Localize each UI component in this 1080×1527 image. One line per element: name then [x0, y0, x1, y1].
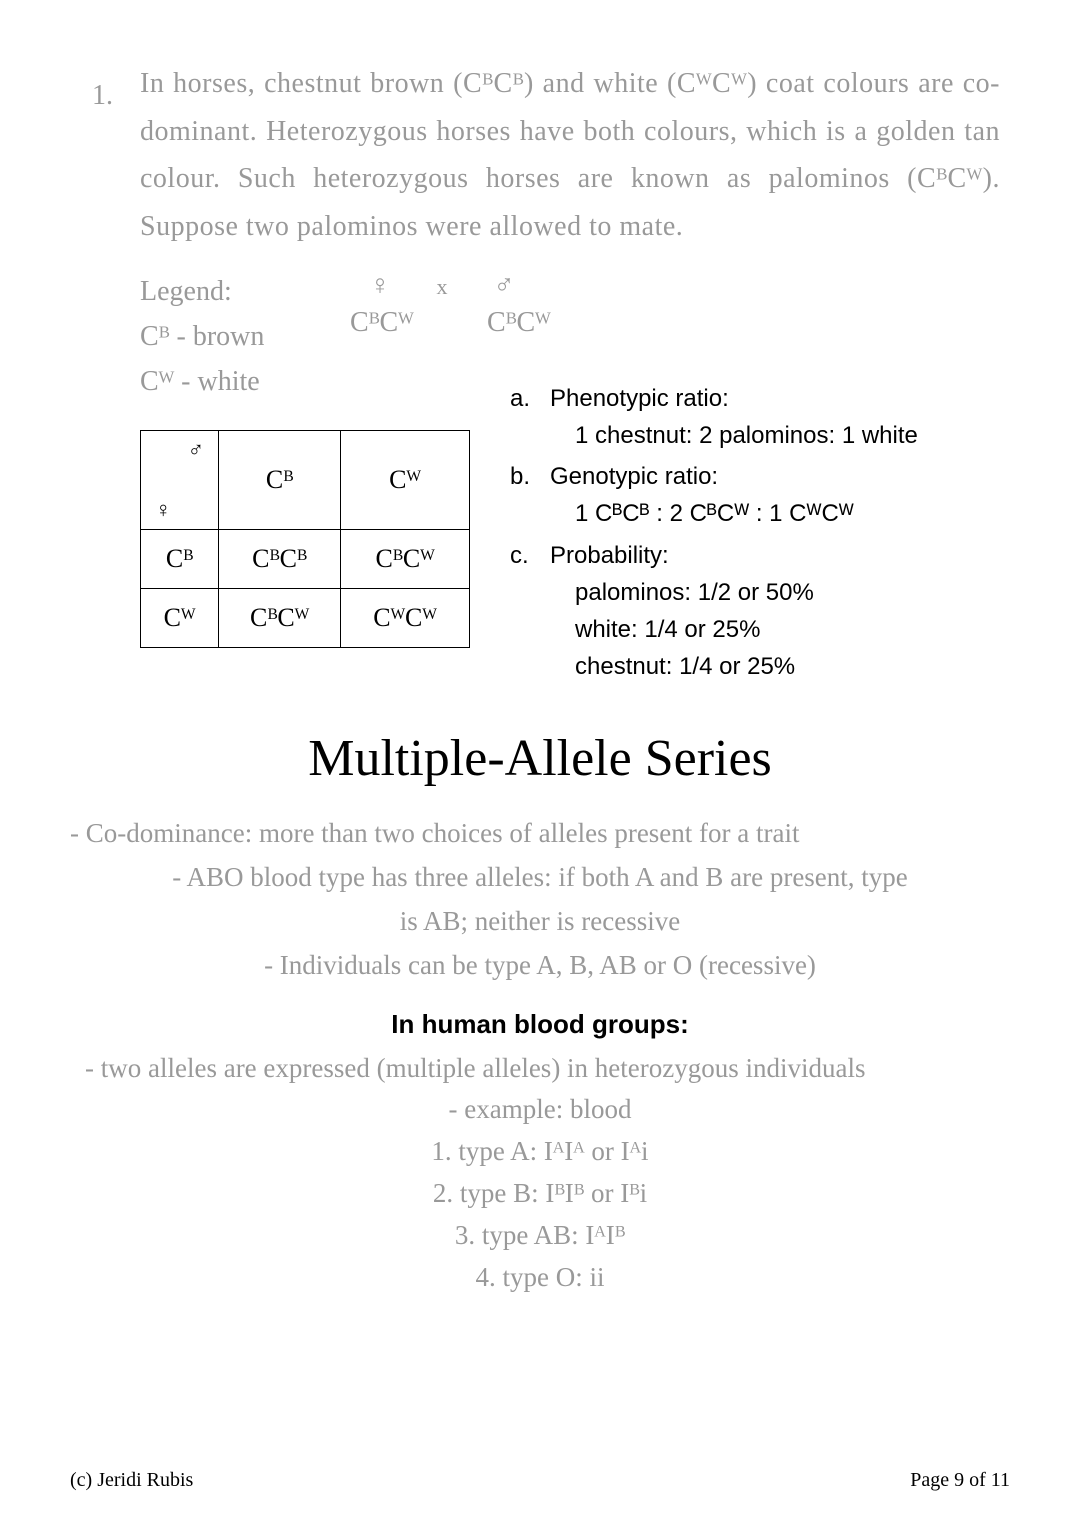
punnett-cell-11: CᴮCᴮ — [219, 529, 341, 588]
punnett-row1-header: Cᴮ — [141, 529, 219, 588]
punnett-corner: ♂ ♀ — [141, 430, 219, 529]
bullet-4: - Individuals can be type A, B, AB or O … — [70, 945, 1010, 987]
answer-a: a. Phenotypic ratio: 1 chestnut: 2 palom… — [510, 380, 918, 454]
corner-male-icon: ♂ — [188, 437, 205, 463]
bullet-block: - Co-dominance: more than two choices of… — [70, 813, 1010, 986]
legend-column: Legend: Cᴮ - brown Cᵂ - white — [140, 270, 350, 404]
answer-c-label: c. — [510, 537, 550, 686]
blood-l4: 2. type B: IᴮIᴮ or Iᴮi — [70, 1173, 1010, 1215]
legend-title: Legend: — [140, 270, 350, 315]
cross-x: x — [417, 274, 467, 300]
punnett-square: ♂ ♀ Cᴮ Cᵂ Cᴮ CᴮCᴮ CᴮCᵂ Cᵂ CᴮCᵂ CᵂCᵂ — [140, 430, 470, 648]
bullet-2: - ABO blood type has three alleles: if b… — [70, 857, 1010, 899]
answer-c-l1: palominos: 1/2 or 50% — [575, 574, 918, 611]
punnett-col2-header: Cᵂ — [341, 430, 470, 529]
blood-l5: 3. type AB: IᴬIᴮ — [70, 1215, 1010, 1257]
mid-section: ♂ ♀ Cᴮ Cᵂ Cᴮ CᴮCᴮ CᴮCᵂ Cᵂ CᴮCᵂ CᵂCᵂ a. P… — [140, 420, 1010, 690]
punnett-cell-22: CᵂCᵂ — [341, 588, 470, 647]
male-genotype: CᴮCᵂ — [487, 307, 617, 339]
cross-genotypes: CᴮCᵂ CᴮCᵂ — [350, 307, 617, 339]
answer-b: b. Genotypic ratio: 1 CᴮCᴮ : 2 CᴮCᵂ : 1 … — [510, 458, 918, 532]
bullet-1: - Co-dominance: more than two choices of… — [70, 813, 1010, 855]
footer-right: Page 9 of 11 — [910, 1469, 1010, 1492]
bullet-3: is AB; neither is recessive — [70, 901, 1010, 943]
subheading: In human blood groups: — [70, 1009, 1010, 1040]
answer-a-line: 1 chestnut: 2 palominos: 1 white — [575, 417, 918, 454]
answer-c-l3: chestnut: 1/4 or 25% — [575, 648, 918, 685]
answer-b-line: 1 CᴮCᴮ : 2 CᴮCᵂ : 1 CᵂCᵂ — [575, 495, 918, 532]
answer-c-title: Probability: — [550, 537, 918, 574]
punnett-col1-header: Cᴮ — [219, 430, 341, 529]
section-title: Multiple-Allele Series — [70, 729, 1010, 788]
answer-c-l2: white: 1/4 or 25% — [575, 611, 918, 648]
answer-a-title: Phenotypic ratio: — [550, 380, 918, 417]
question-number: 1. — [92, 80, 113, 112]
female-genotype: CᴮCᵂ — [350, 307, 480, 339]
male-symbol: ♂ — [474, 270, 534, 302]
punnett-wrap: ♂ ♀ Cᴮ Cᵂ Cᴮ CᴮCᴮ CᴮCᵂ Cᵂ CᴮCᵂ CᵂCᵂ — [140, 420, 480, 690]
cross-symbols: ♀ x ♂ — [350, 270, 617, 302]
cross-column: ♀ x ♂ CᴮCᵂ CᴮCᵂ — [350, 270, 617, 339]
blood-l2: - example: blood — [70, 1089, 1010, 1131]
punnett-cell-12: CᴮCᵂ — [341, 529, 470, 588]
blood-list: - two alleles are expressed (multiple al… — [70, 1048, 1010, 1299]
answer-c: c. Probability: palominos: 1/2 or 50% wh… — [510, 537, 918, 686]
corner-female-icon: ♀ — [155, 497, 172, 523]
answers-column: a. Phenotypic ratio: 1 chestnut: 2 palom… — [510, 380, 918, 690]
legend-white: Cᵂ - white — [140, 360, 350, 405]
blood-l3: 1. type A: IᴬIᴬ or Iᴬi — [70, 1131, 1010, 1173]
answer-b-label: b. — [510, 458, 550, 532]
blood-l6: 4. type O: ii — [70, 1257, 1010, 1299]
blood-l1: - two alleles are expressed (multiple al… — [85, 1048, 1010, 1090]
footer: (c) Jeridi Rubis Page 9 of 11 — [70, 1469, 1010, 1492]
answer-b-title: Genotypic ratio: — [550, 458, 918, 495]
answer-a-label: a. — [510, 380, 550, 454]
punnett-cell-21: CᴮCᵂ — [219, 588, 341, 647]
footer-left: (c) Jeridi Rubis — [70, 1469, 193, 1492]
question-text: In horses, chestnut brown (CᴮCᴮ) and whi… — [140, 60, 1000, 250]
legend-brown: Cᴮ - brown — [140, 315, 350, 360]
female-symbol: ♀ — [350, 270, 410, 302]
punnett-row2-header: Cᵂ — [141, 588, 219, 647]
